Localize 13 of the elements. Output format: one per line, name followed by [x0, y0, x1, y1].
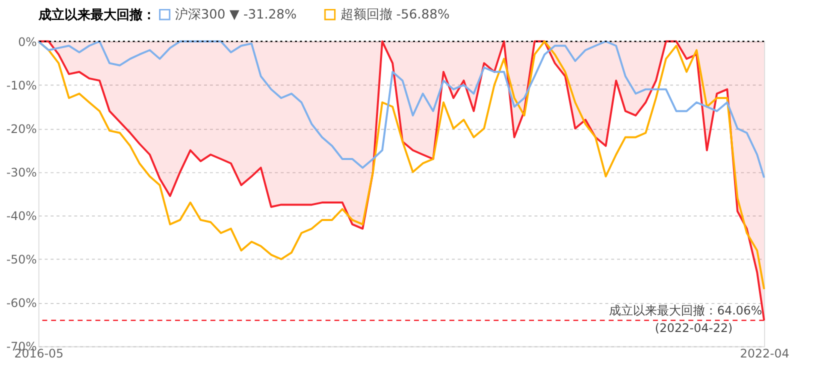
y-tick-label: -60%: [6, 296, 37, 310]
x-tick-label: 2022-04: [740, 346, 790, 361]
legend-label: 超额回撤 -56.88%: [340, 8, 450, 23]
legend-title: 成立以来最大回撤：: [37, 6, 156, 23]
ref-line-label: 成立以来最大回撤：64.06% (2022-04-22): [609, 303, 762, 336]
y-tick-label: 0%: [18, 34, 37, 49]
y-tick-label: -10%: [6, 78, 37, 92]
y-tick-label: -50%: [6, 252, 37, 267]
y-tick-label: -20%: [6, 122, 37, 136]
y-tick-label: -40%: [6, 209, 37, 224]
legend-label: 沪深300 ▼ -31.28%: [175, 6, 297, 23]
y-tick-label: -30%: [6, 165, 37, 180]
line-series: [37, 40, 766, 179]
